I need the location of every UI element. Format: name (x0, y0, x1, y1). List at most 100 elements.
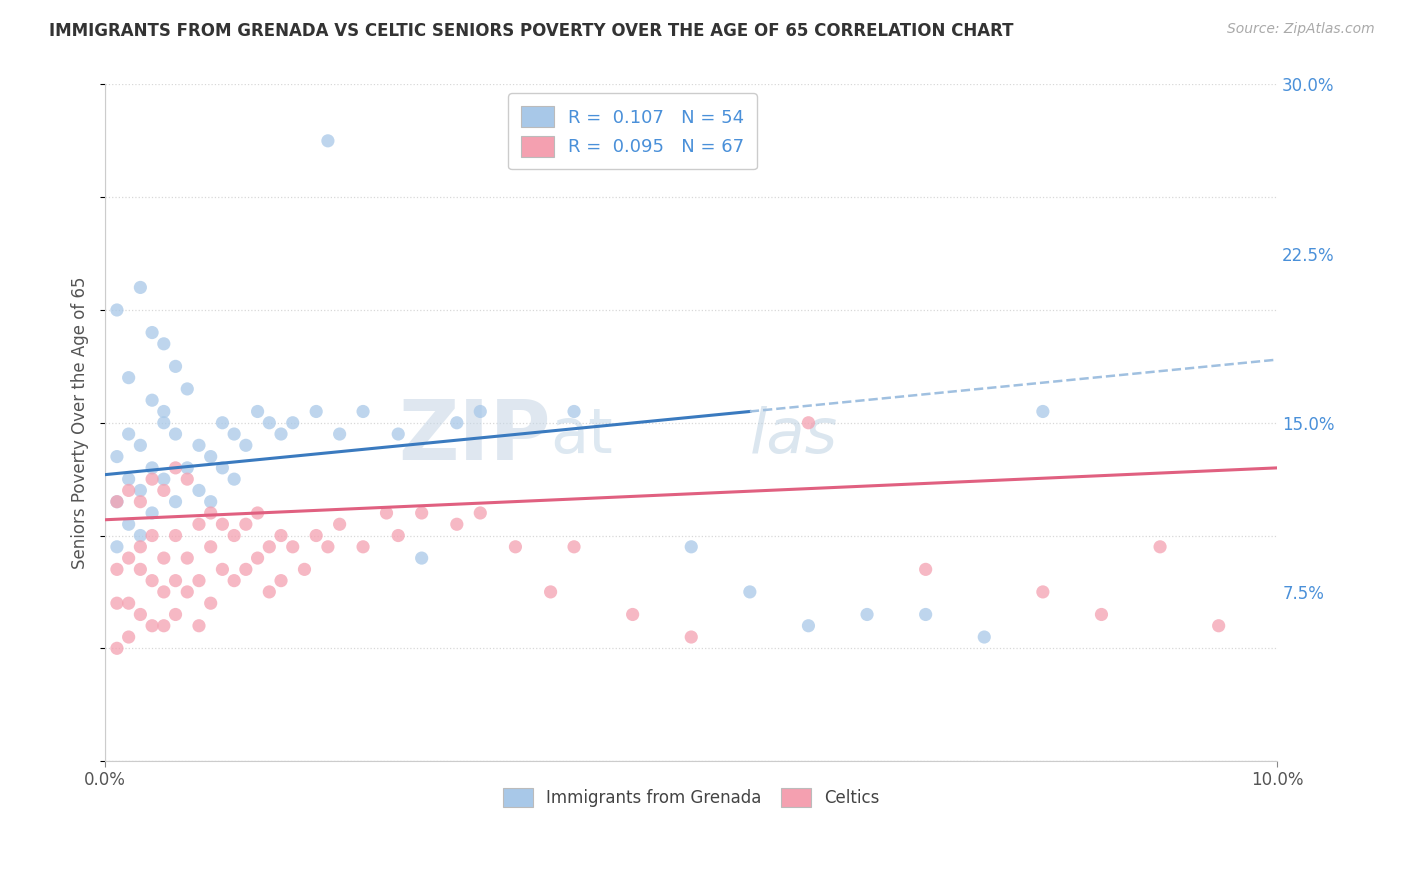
Point (153, 416, 176, 430)
Point (141, 461, 163, 475)
Point (270, 528, 292, 542)
Point (200, 494, 222, 508)
Point (165, 427, 187, 442)
Point (105, 596, 128, 610)
Point (562, 540, 585, 554)
Point (105, 450, 128, 464)
Point (141, 574, 163, 588)
Point (165, 528, 187, 542)
Point (118, 427, 141, 442)
Point (141, 506, 163, 520)
Point (118, 551, 141, 566)
Legend: Immigrants from Grenada, Celtics: Immigrants from Grenada, Celtics (496, 781, 887, 814)
Point (470, 404, 492, 418)
Text: ZIP: ZIP (398, 396, 551, 477)
Point (165, 607, 187, 622)
Point (129, 438, 152, 452)
Point (176, 585, 198, 599)
Point (914, 607, 936, 622)
Point (797, 416, 820, 430)
Point (973, 630, 995, 644)
Point (224, 528, 246, 542)
Point (352, 540, 374, 554)
Point (129, 607, 152, 622)
Point (681, 630, 703, 644)
Point (200, 596, 222, 610)
Point (1032, 585, 1054, 599)
Point (387, 427, 409, 442)
Point (246, 404, 269, 418)
Point (105, 540, 128, 554)
Point (224, 574, 246, 588)
Point (246, 551, 269, 566)
Point (153, 619, 176, 633)
Point (235, 562, 257, 576)
Point (1149, 540, 1171, 554)
Text: at: at (551, 406, 613, 467)
Point (329, 427, 352, 442)
Point (129, 562, 152, 576)
Point (118, 596, 141, 610)
Point (211, 461, 233, 475)
Point (188, 517, 211, 532)
Point (270, 574, 292, 588)
Point (411, 506, 433, 520)
Text: Source: ZipAtlas.com: Source: ZipAtlas.com (1227, 22, 1375, 37)
Point (411, 551, 433, 566)
Point (129, 540, 152, 554)
Point (470, 506, 492, 520)
Point (176, 551, 198, 566)
Text: las: las (749, 406, 838, 467)
Point (224, 427, 246, 442)
Point (387, 528, 409, 542)
Point (375, 506, 398, 520)
Point (129, 528, 152, 542)
Point (129, 494, 152, 508)
Point (329, 517, 352, 532)
Point (1208, 619, 1230, 633)
Point (153, 404, 176, 418)
Point (141, 619, 163, 633)
Point (235, 517, 257, 532)
Point (118, 483, 141, 498)
Point (294, 562, 316, 576)
Point (141, 528, 163, 542)
Text: IMMIGRANTS FROM GRENADA VS CELTIC SENIORS POVERTY OVER THE AGE OF 65 CORRELATION: IMMIGRANTS FROM GRENADA VS CELTIC SENIOR… (49, 22, 1014, 40)
Point (200, 540, 222, 554)
Point (105, 494, 128, 508)
Point (105, 303, 128, 318)
Point (738, 585, 761, 599)
Point (105, 494, 128, 508)
Point (1090, 607, 1112, 622)
Point (270, 427, 292, 442)
Point (621, 607, 644, 622)
Point (246, 506, 269, 520)
Point (153, 585, 176, 599)
Point (118, 630, 141, 644)
Point (224, 472, 246, 486)
Point (176, 461, 198, 475)
Point (176, 472, 198, 486)
Point (316, 134, 339, 148)
Point (188, 483, 211, 498)
Point (562, 404, 585, 418)
Point (914, 562, 936, 576)
Point (211, 562, 233, 576)
Point (797, 619, 820, 633)
Point (153, 472, 176, 486)
Point (352, 404, 374, 418)
Point (105, 641, 128, 656)
Point (235, 438, 257, 452)
Point (188, 574, 211, 588)
Point (105, 562, 128, 576)
Point (446, 517, 468, 532)
Point (856, 607, 879, 622)
Point (446, 416, 468, 430)
Point (176, 382, 198, 396)
Point (141, 472, 163, 486)
Y-axis label: Seniors Poverty Over the Age of 65: Seniors Poverty Over the Age of 65 (72, 277, 89, 569)
Point (165, 494, 187, 508)
Point (129, 280, 152, 294)
Point (141, 326, 163, 340)
Point (211, 517, 233, 532)
